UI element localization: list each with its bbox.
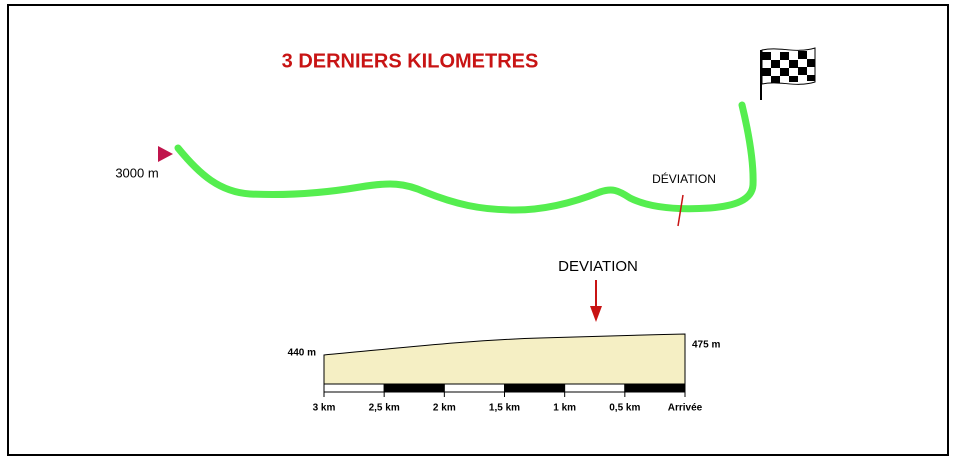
distance-label: 1 km — [553, 403, 576, 414]
profile-deviation-label: DEVIATION — [558, 258, 638, 275]
distance-label: 2,5 km — [369, 403, 400, 414]
scale-segment — [323, 383, 385, 393]
distance-scale: 3 km 2,5 km 2 km 1,5 km 1 km 0,5 km Arrivée — [313, 383, 703, 414]
start-altitude: 440 m — [288, 348, 316, 359]
deviation-arrow-head — [590, 306, 602, 322]
scale-segment — [443, 383, 506, 393]
distance-label: 3 km — [313, 403, 336, 414]
distance-label: 0,5 km — [609, 403, 640, 414]
start-marker — [158, 146, 173, 162]
route — [174, 101, 757, 214]
scale-segment — [383, 383, 445, 393]
deviation-marker — [677, 194, 684, 227]
elevation-profile — [323, 333, 686, 385]
distance-label: Arrivée — [668, 403, 703, 414]
distance-label: 1,5 km — [489, 403, 520, 414]
start-label: 3000 m — [115, 165, 158, 180]
finish-flag — [760, 47, 816, 100]
scale-segment — [624, 383, 686, 393]
scale-segment — [504, 383, 566, 393]
deviation-label: DÉVIATION — [652, 171, 716, 186]
title: 3 DERNIERS KILOMETRES — [282, 50, 539, 72]
scale-segment — [564, 383, 626, 393]
distance-label: 2 km — [433, 403, 456, 414]
finish-altitude: 475 m — [692, 340, 720, 351]
